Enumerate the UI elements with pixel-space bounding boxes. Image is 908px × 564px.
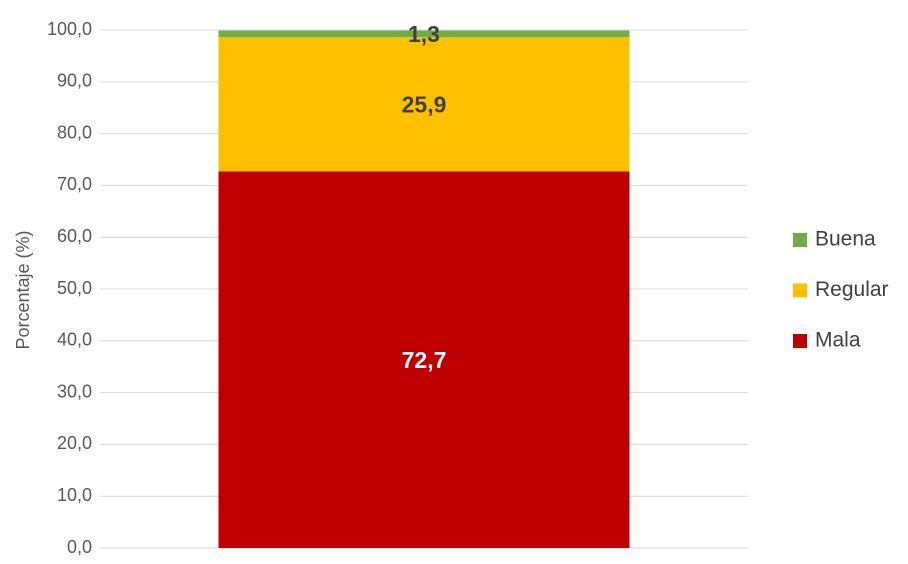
y-tick-label: 10,0: [57, 485, 92, 505]
bar-segment: [218, 171, 630, 548]
value-label: 1,3: [408, 21, 440, 47]
y-tick-label: 90,0: [57, 71, 92, 91]
bar-segment: [218, 30, 630, 38]
y-tick-label: 20,0: [57, 433, 92, 453]
y-tick-label: 30,0: [57, 381, 92, 401]
legend-swatch: [793, 334, 807, 348]
y-tick-label: 80,0: [57, 122, 92, 142]
legend-label: Mala: [815, 329, 861, 352]
y-axis-label: Porcentaje (%): [13, 230, 33, 349]
y-tick-label: 0,0: [67, 537, 92, 557]
legend-label: Buena: [815, 228, 876, 251]
y-tick-label: 40,0: [57, 330, 92, 350]
legend-label: Regular: [815, 278, 889, 301]
y-tick-label: 70,0: [57, 174, 92, 194]
value-label: 72,7: [402, 347, 447, 373]
y-tick-label: 50,0: [57, 278, 92, 298]
legend-swatch: [793, 233, 807, 247]
y-tick-label: 100,0: [47, 19, 92, 39]
legend-swatch: [793, 283, 807, 298]
bar-segment: [218, 37, 630, 172]
y-tick-label: 60,0: [57, 226, 92, 246]
value-label: 25,9: [402, 91, 447, 117]
